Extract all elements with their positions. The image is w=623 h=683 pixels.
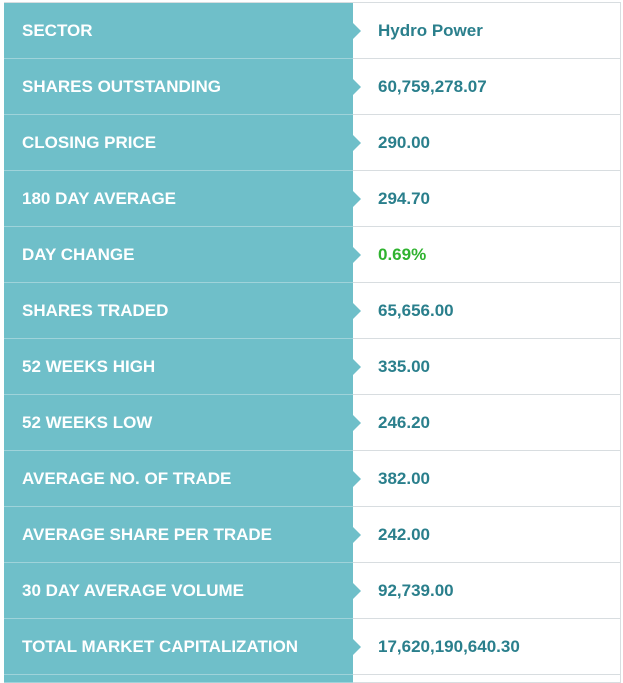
stat-label-empty [4,675,353,683]
stat-value: 246.20 [353,395,620,451]
stat-label: 180 DAY AVERAGE [4,171,361,227]
stat-row-30-day-average-volume: 30 DAY AVERAGE VOLUME 92,739.00 [4,563,620,619]
stat-value: 382.00 [353,451,620,507]
stat-row-day-change: DAY CHANGE 0.69% [4,227,620,283]
stat-label: 52 WEEKS HIGH [4,339,361,395]
stat-value: 294.70 [353,171,620,227]
stock-stats-table: SECTOR Hydro Power SHARES OUTSTANDING 60… [4,2,621,683]
stat-row-total-market-capitalization: TOTAL MARKET CAPITALIZATION 17,620,190,6… [4,619,620,675]
stat-row-shares-outstanding: SHARES OUTSTANDING 60,759,278.07 [4,59,620,115]
stat-value: 335.00 [353,339,620,395]
stat-row-average-no-of-trade: AVERAGE NO. OF TRADE 382.00 [4,451,620,507]
stat-row-average-share-per-trade: AVERAGE SHARE PER TRADE 242.00 [4,507,620,563]
stat-label: DAY CHANGE [4,227,361,283]
stat-value-empty [353,675,620,683]
stat-row-sector: SECTOR Hydro Power [4,3,620,59]
stat-value: 290.00 [353,115,620,171]
stat-value-positive: 0.69% [353,227,620,283]
stat-row-52-weeks-high: 52 WEEKS HIGH 335.00 [4,339,620,395]
stat-label: SHARES OUTSTANDING [4,59,361,115]
stat-row-closing-price: CLOSING PRICE 290.00 [4,115,620,171]
stat-row-52-weeks-low: 52 WEEKS LOW 246.20 [4,395,620,451]
stat-label: TOTAL MARKET CAPITALIZATION [4,619,361,675]
stat-label: CLOSING PRICE [4,115,361,171]
stat-label: SECTOR [4,3,361,59]
stat-label: 30 DAY AVERAGE VOLUME [4,563,361,619]
stat-value: Hydro Power [353,3,620,59]
stat-value: 242.00 [353,507,620,563]
stat-value: 60,759,278.07 [353,59,620,115]
stat-label: AVERAGE SHARE PER TRADE [4,507,361,563]
stat-label: AVERAGE NO. OF TRADE [4,451,361,507]
stat-value: 92,739.00 [353,563,620,619]
stat-row-cutoff [4,675,620,683]
stat-row-180-day-average: 180 DAY AVERAGE 294.70 [4,171,620,227]
stat-label: SHARES TRADED [4,283,361,339]
stat-row-shares-traded: SHARES TRADED 65,656.00 [4,283,620,339]
stat-value: 65,656.00 [353,283,620,339]
stat-value: 17,620,190,640.30 [353,619,620,675]
stat-label: 52 WEEKS LOW [4,395,361,451]
